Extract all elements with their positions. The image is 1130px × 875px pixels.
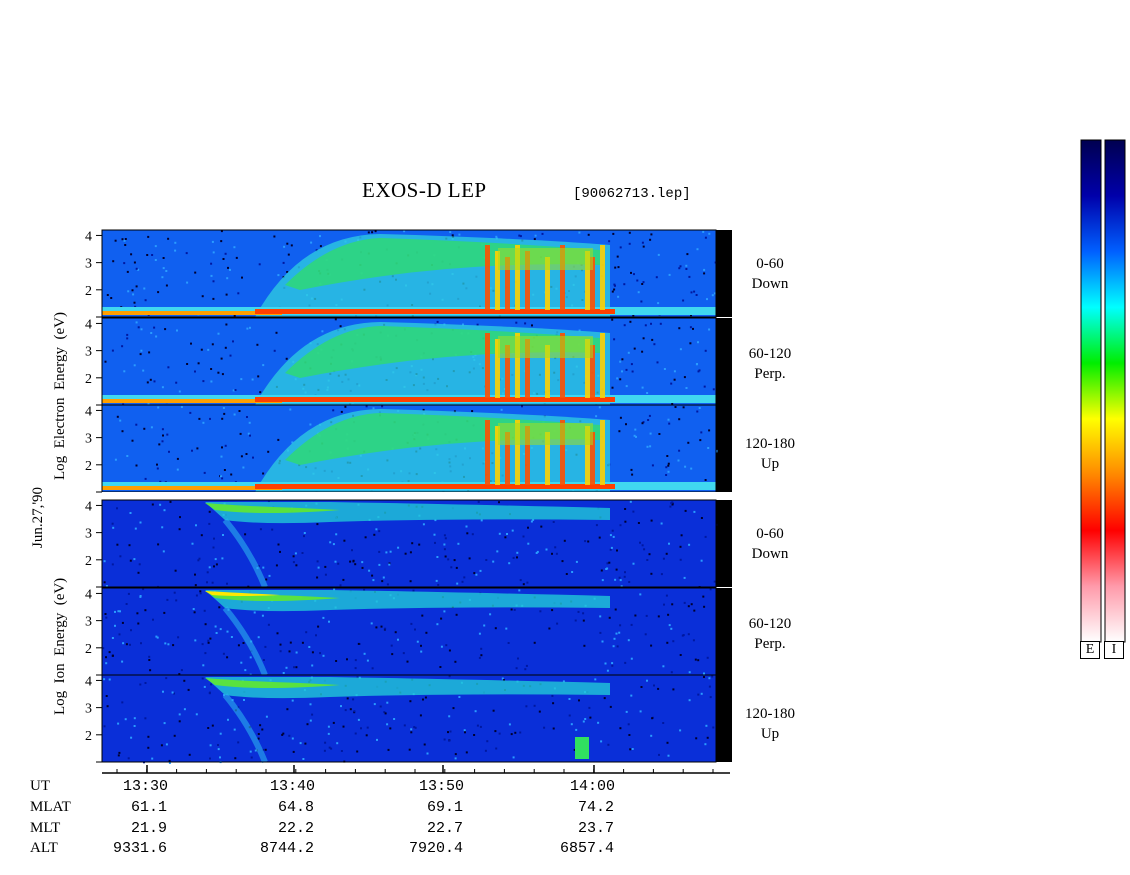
- y-tick-label: 3: [85, 527, 92, 542]
- orbit-value: 74.2: [578, 799, 615, 816]
- y-tick-label: 4: [85, 317, 92, 332]
- orbit-value: 22.7: [427, 819, 464, 837]
- chart-title: EXOS-D LEP: [362, 178, 487, 202]
- y-tick-label: 2: [85, 729, 92, 744]
- ion-energy-axis-label: Log Ion Energy (eV): [52, 577, 68, 715]
- y-tick-label: 4: [85, 674, 92, 689]
- panel-direction-label: 120-180 Up: [735, 434, 805, 474]
- x-tick-label: 13:30: [123, 778, 169, 795]
- orbit-value: 61.1: [131, 799, 168, 816]
- y-tick-label: 2: [85, 642, 92, 657]
- spectrogram-panel-2: [101, 317, 732, 407]
- orbit-value: 6857.4: [560, 840, 615, 857]
- orbit-value: 7920.4: [409, 840, 464, 857]
- x-tick-label: 13:50: [419, 778, 465, 795]
- angle-range: 0-60: [756, 256, 784, 272]
- colorbar-electron: [1080, 139, 1102, 643]
- colorbar-ion: [1104, 139, 1126, 643]
- panel-direction-label: 60-120 Perp.: [735, 344, 805, 384]
- direction: Down: [751, 276, 789, 292]
- y-tick-label: 3: [85, 615, 92, 630]
- orbit-value: 64.8: [278, 799, 315, 816]
- x-tick-label: 13:40: [270, 778, 316, 795]
- colorbar-electron-label: E: [1080, 641, 1100, 659]
- spectrogram-panel-4: [101, 499, 732, 589]
- spectrogram-panel-5: [101, 587, 732, 677]
- orbit-value: 22.2: [278, 819, 315, 837]
- y-tick-label: 2: [85, 554, 92, 569]
- ut-label: UT: [30, 778, 50, 794]
- date-label: Jun.27,'90: [30, 486, 46, 548]
- colorbar-ion-label: I: [1104, 641, 1124, 659]
- electron-energy-axis-label: Log Electron Energy (eV): [52, 312, 68, 480]
- orbit-value: 23.7: [578, 819, 615, 837]
- orbit-row-label: MLT: [30, 819, 61, 836]
- y-tick-label: 3: [85, 257, 92, 272]
- direction: Up: [760, 726, 780, 742]
- panel-direction-label: 120-180 Up: [735, 704, 805, 744]
- spectrogram-panel-3: [101, 404, 732, 494]
- spectrogram-panel-6: [101, 674, 732, 764]
- direction: Perp.: [754, 636, 786, 652]
- orbit-value: 21.9: [131, 819, 168, 837]
- y-tick-label: 2: [85, 372, 92, 387]
- direction: Down: [751, 546, 789, 562]
- panel-direction-label: 0-60 Down: [735, 524, 805, 564]
- panel-direction-label: 0-60 Down: [735, 254, 805, 294]
- x-tick-label: 14:00: [570, 778, 616, 795]
- angle-range: 60-120: [748, 616, 792, 632]
- angle-range: 0-60: [756, 526, 784, 542]
- y-tick-label: 3: [85, 702, 92, 717]
- y-tick-label: 2: [85, 284, 92, 299]
- angle-range: 60-120: [748, 346, 792, 362]
- orbit-value: 8744.2: [260, 840, 315, 857]
- file-id: [90062713.lep]: [573, 186, 691, 202]
- orbit-row-label: MLAT: [30, 799, 71, 815]
- orbit-value: 69.1: [427, 799, 464, 816]
- y-tick-label: 3: [85, 432, 92, 447]
- panel-direction-label: 60-120 Perp.: [735, 614, 805, 654]
- y-tick-label: 3: [85, 345, 92, 360]
- y-tick-label: 4: [85, 229, 92, 244]
- angle-range: 120-180: [745, 436, 795, 452]
- spectrogram-panel-1: [101, 229, 732, 318]
- direction: Perp.: [754, 366, 786, 382]
- y-tick-label: 4: [85, 499, 92, 514]
- orbit-row-label: ALT: [30, 840, 58, 856]
- angle-range: 120-180: [745, 706, 795, 722]
- orbit-value: 9331.6: [113, 840, 168, 857]
- y-tick-label: 4: [85, 404, 92, 419]
- direction: Up: [760, 456, 780, 472]
- y-tick-label: 4: [85, 587, 92, 602]
- y-tick-label: 2: [85, 459, 92, 474]
